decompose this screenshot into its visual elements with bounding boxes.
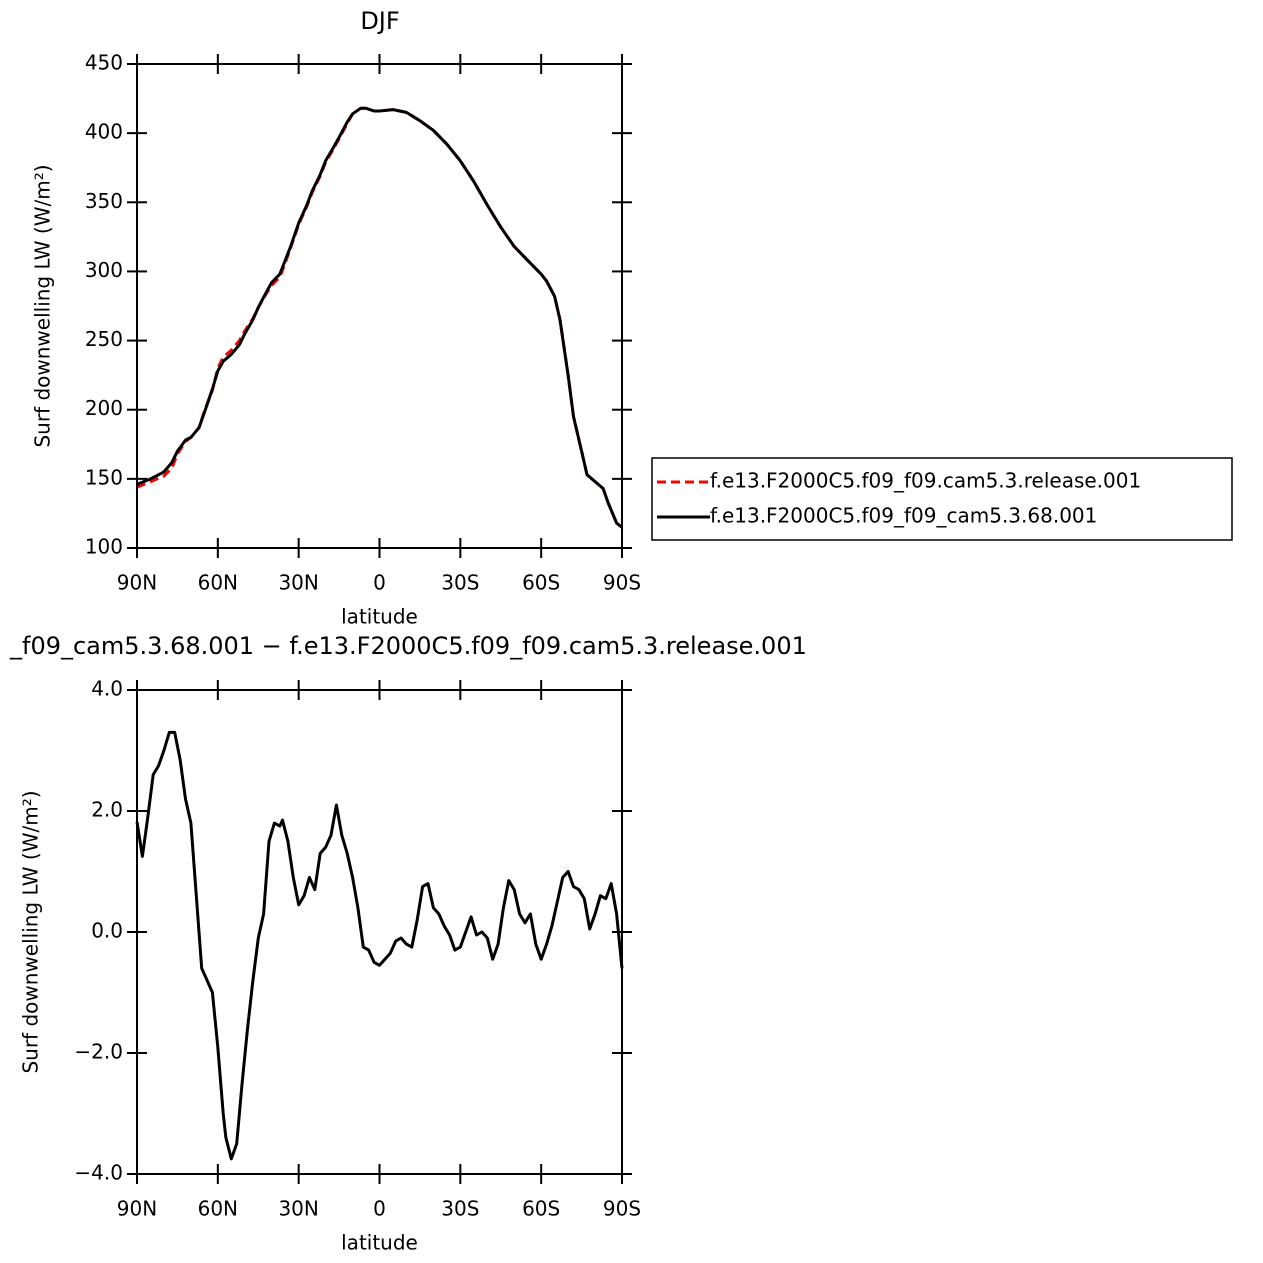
plot-frame [136,63,623,549]
plot-frame [136,689,623,1175]
legend-label: f.e13.F2000C5.f09_f09_cam5.3.68.001 [710,504,1097,528]
y-tick-label: 350 [85,189,123,213]
y-tick-label: −2.0 [74,1040,123,1064]
data-line [136,106,623,529]
x-axis-label: latitude [341,1231,418,1255]
y-tick-label: 400 [85,120,123,144]
y-tick-label: 2.0 [91,798,123,822]
data-line [136,106,623,529]
x-tick-label: 30S [441,571,479,595]
y-tick-label: 450 [85,51,123,75]
x-tick-label: 60S [522,1197,560,1221]
y-tick-label: 250 [85,327,123,351]
y-tick-label: 0.0 [91,919,123,943]
y-axis-label: Surf downwelling LW (W/m²) [31,164,55,447]
legend-label: f.e13.F2000C5.f09_f09.cam5.3.release.001 [710,469,1141,493]
y-tick-label: −4.0 [74,1161,123,1185]
y-tick-label: 150 [85,465,123,489]
x-tick-label: 30S [441,1197,479,1221]
x-tick-label: 90N [117,1197,157,1221]
x-tick-label: 30N [278,571,318,595]
data-line [135,730,624,1161]
legend-box [651,457,1233,541]
x-tick-label: 90N [117,571,157,595]
y-tick-label: 100 [85,535,123,559]
x-tick-label: 60S [522,571,560,595]
chart-title: DJF [360,7,399,35]
x-tick-label: 60N [198,571,238,595]
x-tick-label: 0 [373,571,386,595]
x-tick-label: 90S [603,571,641,595]
x-axis-label: latitude [341,605,418,629]
x-tick-label: 60N [198,1197,238,1221]
x-tick-label: 90S [603,1197,641,1221]
y-axis-label: Surf downwelling LW (W/m²) [19,790,43,1073]
x-tick-label: 0 [373,1197,386,1221]
y-tick-label: 300 [85,258,123,282]
y-tick-label: 4.0 [91,677,123,701]
x-tick-label: 30N [278,1197,318,1221]
chart-title: _f09_cam5.3.68.001 − f.e13.F2000C5.f09_f… [9,632,807,660]
y-tick-label: 200 [85,396,123,420]
